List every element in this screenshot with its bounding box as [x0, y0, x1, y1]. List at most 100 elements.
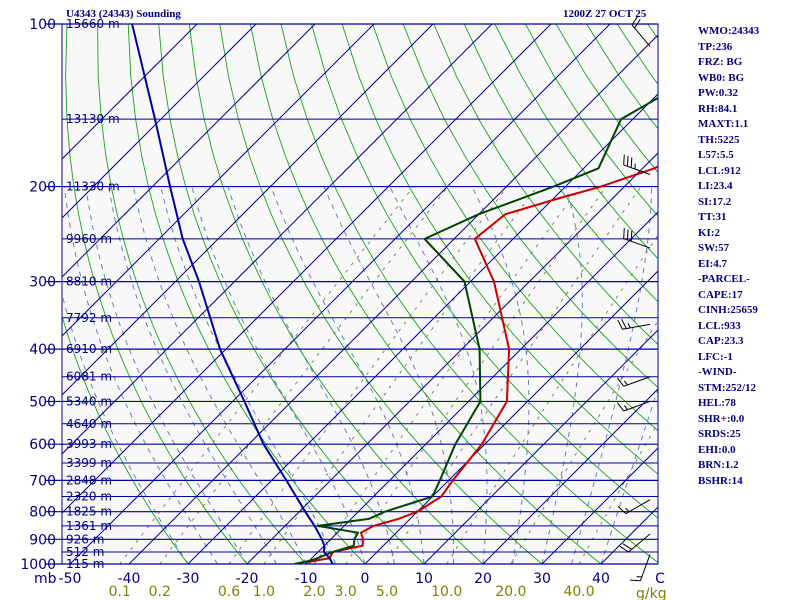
- wind-barb: [617, 319, 651, 330]
- height-label: 8810 m: [66, 275, 112, 289]
- index-item: LCL:933: [698, 319, 741, 332]
- isotherm: [62, 24, 316, 278]
- height-label: 6081 m: [66, 370, 112, 384]
- isotherm: [128, 34, 658, 564]
- height-label: 926 m: [66, 532, 104, 546]
- pressure-tick-label: 300: [29, 275, 56, 291]
- isotherm: [305, 211, 658, 564]
- index-item: TT:31: [698, 211, 727, 223]
- pressure-tick-label: 100: [29, 17, 56, 33]
- stability-indices: WMO:24343 TP:236 FRZ: BG WB0: BG PW:0.32 RH:8…: [698, 24, 759, 489]
- isotherm: [62, 24, 198, 160]
- height-label: 11330 m: [66, 180, 120, 194]
- mixing-ratio-label: 2.0: [303, 584, 325, 600]
- mixing-ratio-label: 20.0: [495, 584, 526, 600]
- moist-adiabat: [132, 186, 307, 564]
- temperature-tick-label: 10: [415, 571, 433, 587]
- isotherm: [482, 388, 658, 564]
- isotherm: [62, 24, 375, 337]
- mixing-ratio-label: 10.0: [431, 584, 462, 600]
- index-item: STM:252/12: [698, 381, 757, 394]
- plot-frame: [61, 23, 659, 565]
- temperature-tick-label: -20: [236, 571, 259, 587]
- wind-barb: [617, 400, 651, 412]
- pressure-tick-label: 800: [29, 505, 56, 521]
- mixing-ratio-label: 40.0: [563, 584, 594, 600]
- wind-barb: [629, 554, 651, 582]
- height-label: 7792 m: [66, 311, 112, 325]
- index-item: L57:5.5: [698, 149, 734, 161]
- height-label: 1825 m: [66, 505, 112, 519]
- temperature-tick-label: -50: [59, 571, 82, 587]
- wind-barbs: [617, 15, 651, 582]
- parcel-trace: [131, 24, 334, 564]
- moist-adiabat: [160, 186, 336, 564]
- sounding-traces: [131, 24, 658, 564]
- index-item: LI:23.4: [698, 180, 733, 192]
- mixing-ratio-labels: 0.1 0.2 0.6 1.0 2.0 3.0 5.0 10.0 20.0 40.0: [109, 584, 595, 600]
- index-item: WMO:24343: [698, 25, 760, 37]
- dry-adiabat: [770, 24, 800, 564]
- wind-barb: [623, 228, 651, 249]
- mixing-ratio-label: 3.0: [334, 584, 356, 600]
- isotherm: [69, 24, 611, 564]
- index-item: -PARCEL-: [698, 273, 750, 285]
- mixing-ratio-label: 1.0: [253, 584, 275, 600]
- isotherm: [246, 152, 658, 564]
- height-labels: 15660 m 13130 m 11330 m 9960 m 8810 m 7792 m 6…: [66, 17, 120, 571]
- height-label: 2320 m: [66, 490, 112, 504]
- plot-area: [62, 24, 658, 564]
- temperature-tick-label: 20: [474, 571, 492, 587]
- moist-adiabat: [85, 186, 248, 564]
- moist-adiabat: [108, 186, 277, 564]
- pressure-tick-label: 1000: [20, 557, 56, 573]
- wind-barb: [619, 533, 651, 553]
- isotherms: [62, 24, 658, 564]
- temperature-trace: [308, 165, 658, 564]
- pressure-tick-label: 600: [29, 437, 56, 453]
- index-item: BSHR:14: [698, 474, 743, 487]
- station-title: U4343 (24343) Sounding: [66, 8, 181, 20]
- mixing-ratio-unit-label: g/kg: [636, 586, 667, 600]
- index-item: SHR+:0.0: [698, 412, 745, 425]
- index-item: SW:57: [698, 242, 730, 254]
- wind-barb: [617, 499, 651, 515]
- height-label: 6910 m: [66, 342, 112, 356]
- index-item: LFC:-1: [698, 350, 733, 363]
- pressure-tick-label: 700: [29, 473, 56, 489]
- isotherm: [62, 24, 257, 219]
- height-label: 3993 m: [66, 437, 112, 451]
- mixing-ratio-label: 0.1: [109, 584, 131, 600]
- temperature-tick-label: 30: [533, 571, 551, 587]
- height-label: 4640 m: [66, 417, 112, 431]
- height-label: 2848 m: [66, 473, 112, 487]
- index-item: EI:4.7: [698, 257, 728, 270]
- height-label: 15660 m: [66, 17, 120, 31]
- height-label: 9960 m: [66, 232, 112, 246]
- pressure-tick-label: 400: [29, 342, 56, 358]
- temperature-tick-label: C: [655, 571, 665, 587]
- index-item: TH:5225: [698, 133, 740, 146]
- index-item: SRDS:25: [698, 428, 741, 440]
- index-item: RH:84.1: [698, 102, 738, 115]
- temperature-tick-label: -30: [177, 571, 200, 587]
- temperature-labels: -50 -40 -30 -20 -10 0 10 20 30 40 C: [59, 571, 666, 587]
- isotherm: [541, 447, 658, 564]
- temperature-tick-label: 40: [592, 571, 610, 587]
- index-item: LCL:912: [698, 164, 741, 177]
- height-label: 13130 m: [66, 112, 120, 126]
- index-item: PW:0.32: [698, 87, 739, 99]
- pressure-tick-label: 500: [29, 394, 56, 410]
- sounding-time: 1200Z 27 OCT 25: [563, 8, 647, 20]
- height-label: 115 m: [66, 557, 104, 571]
- index-item: BRN:1.2: [698, 459, 739, 471]
- index-item: HEL:78: [698, 397, 736, 409]
- height-label: 1361 m: [66, 519, 112, 533]
- dewpoint-trace: [293, 96, 658, 564]
- temperature-tick-label: -40: [118, 571, 141, 587]
- isotherm: [364, 270, 658, 564]
- isotherm: [423, 329, 658, 564]
- height-label: 5340 m: [66, 394, 112, 408]
- index-item: CINH:25659: [698, 304, 758, 316]
